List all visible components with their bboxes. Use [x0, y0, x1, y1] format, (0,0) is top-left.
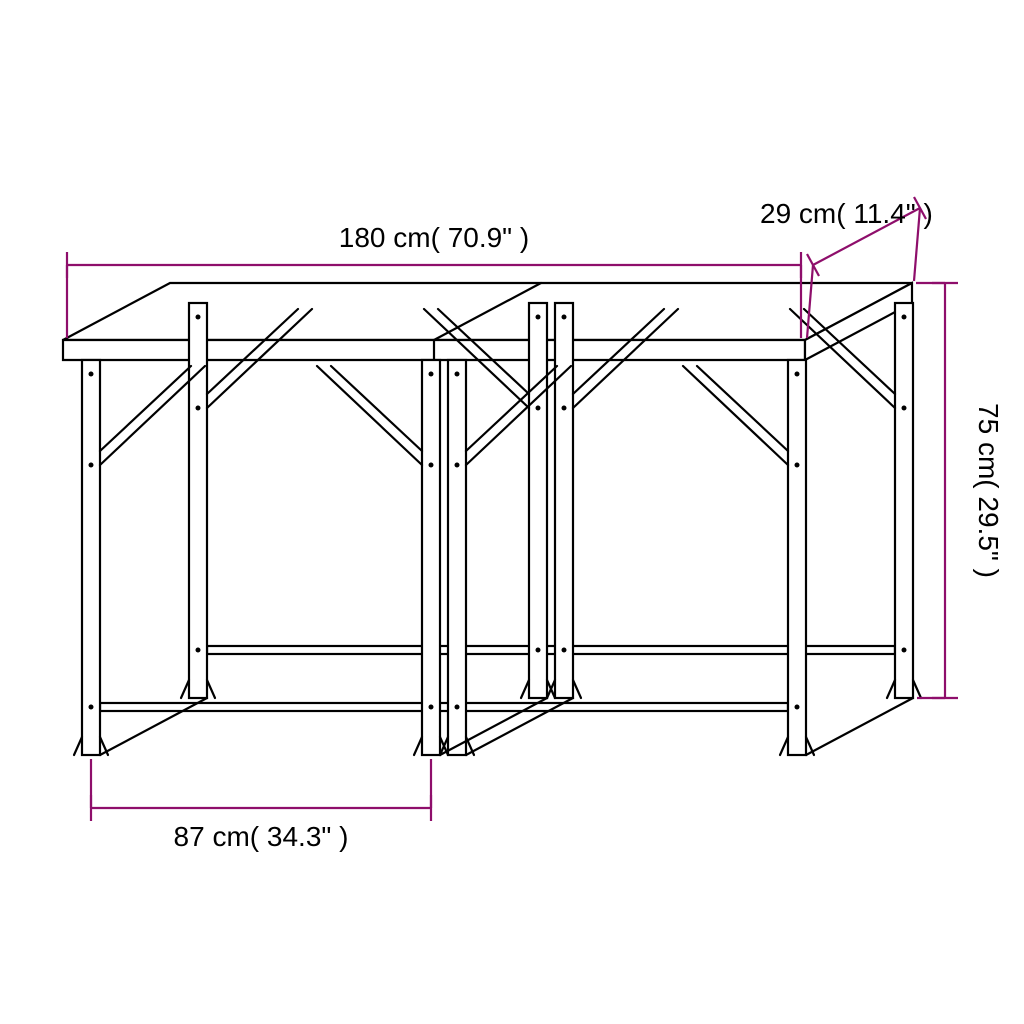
dim-halfwidth-label: 87 cm( 34.3" ) — [174, 821, 349, 852]
dim-height-label: 75 cm( 29.5" ) — [973, 403, 1004, 578]
dim-width-label: 180 cm( 70.9" ) — [339, 222, 529, 253]
dim-depth-label: 29 cm( 11.4" ) — [760, 198, 933, 229]
